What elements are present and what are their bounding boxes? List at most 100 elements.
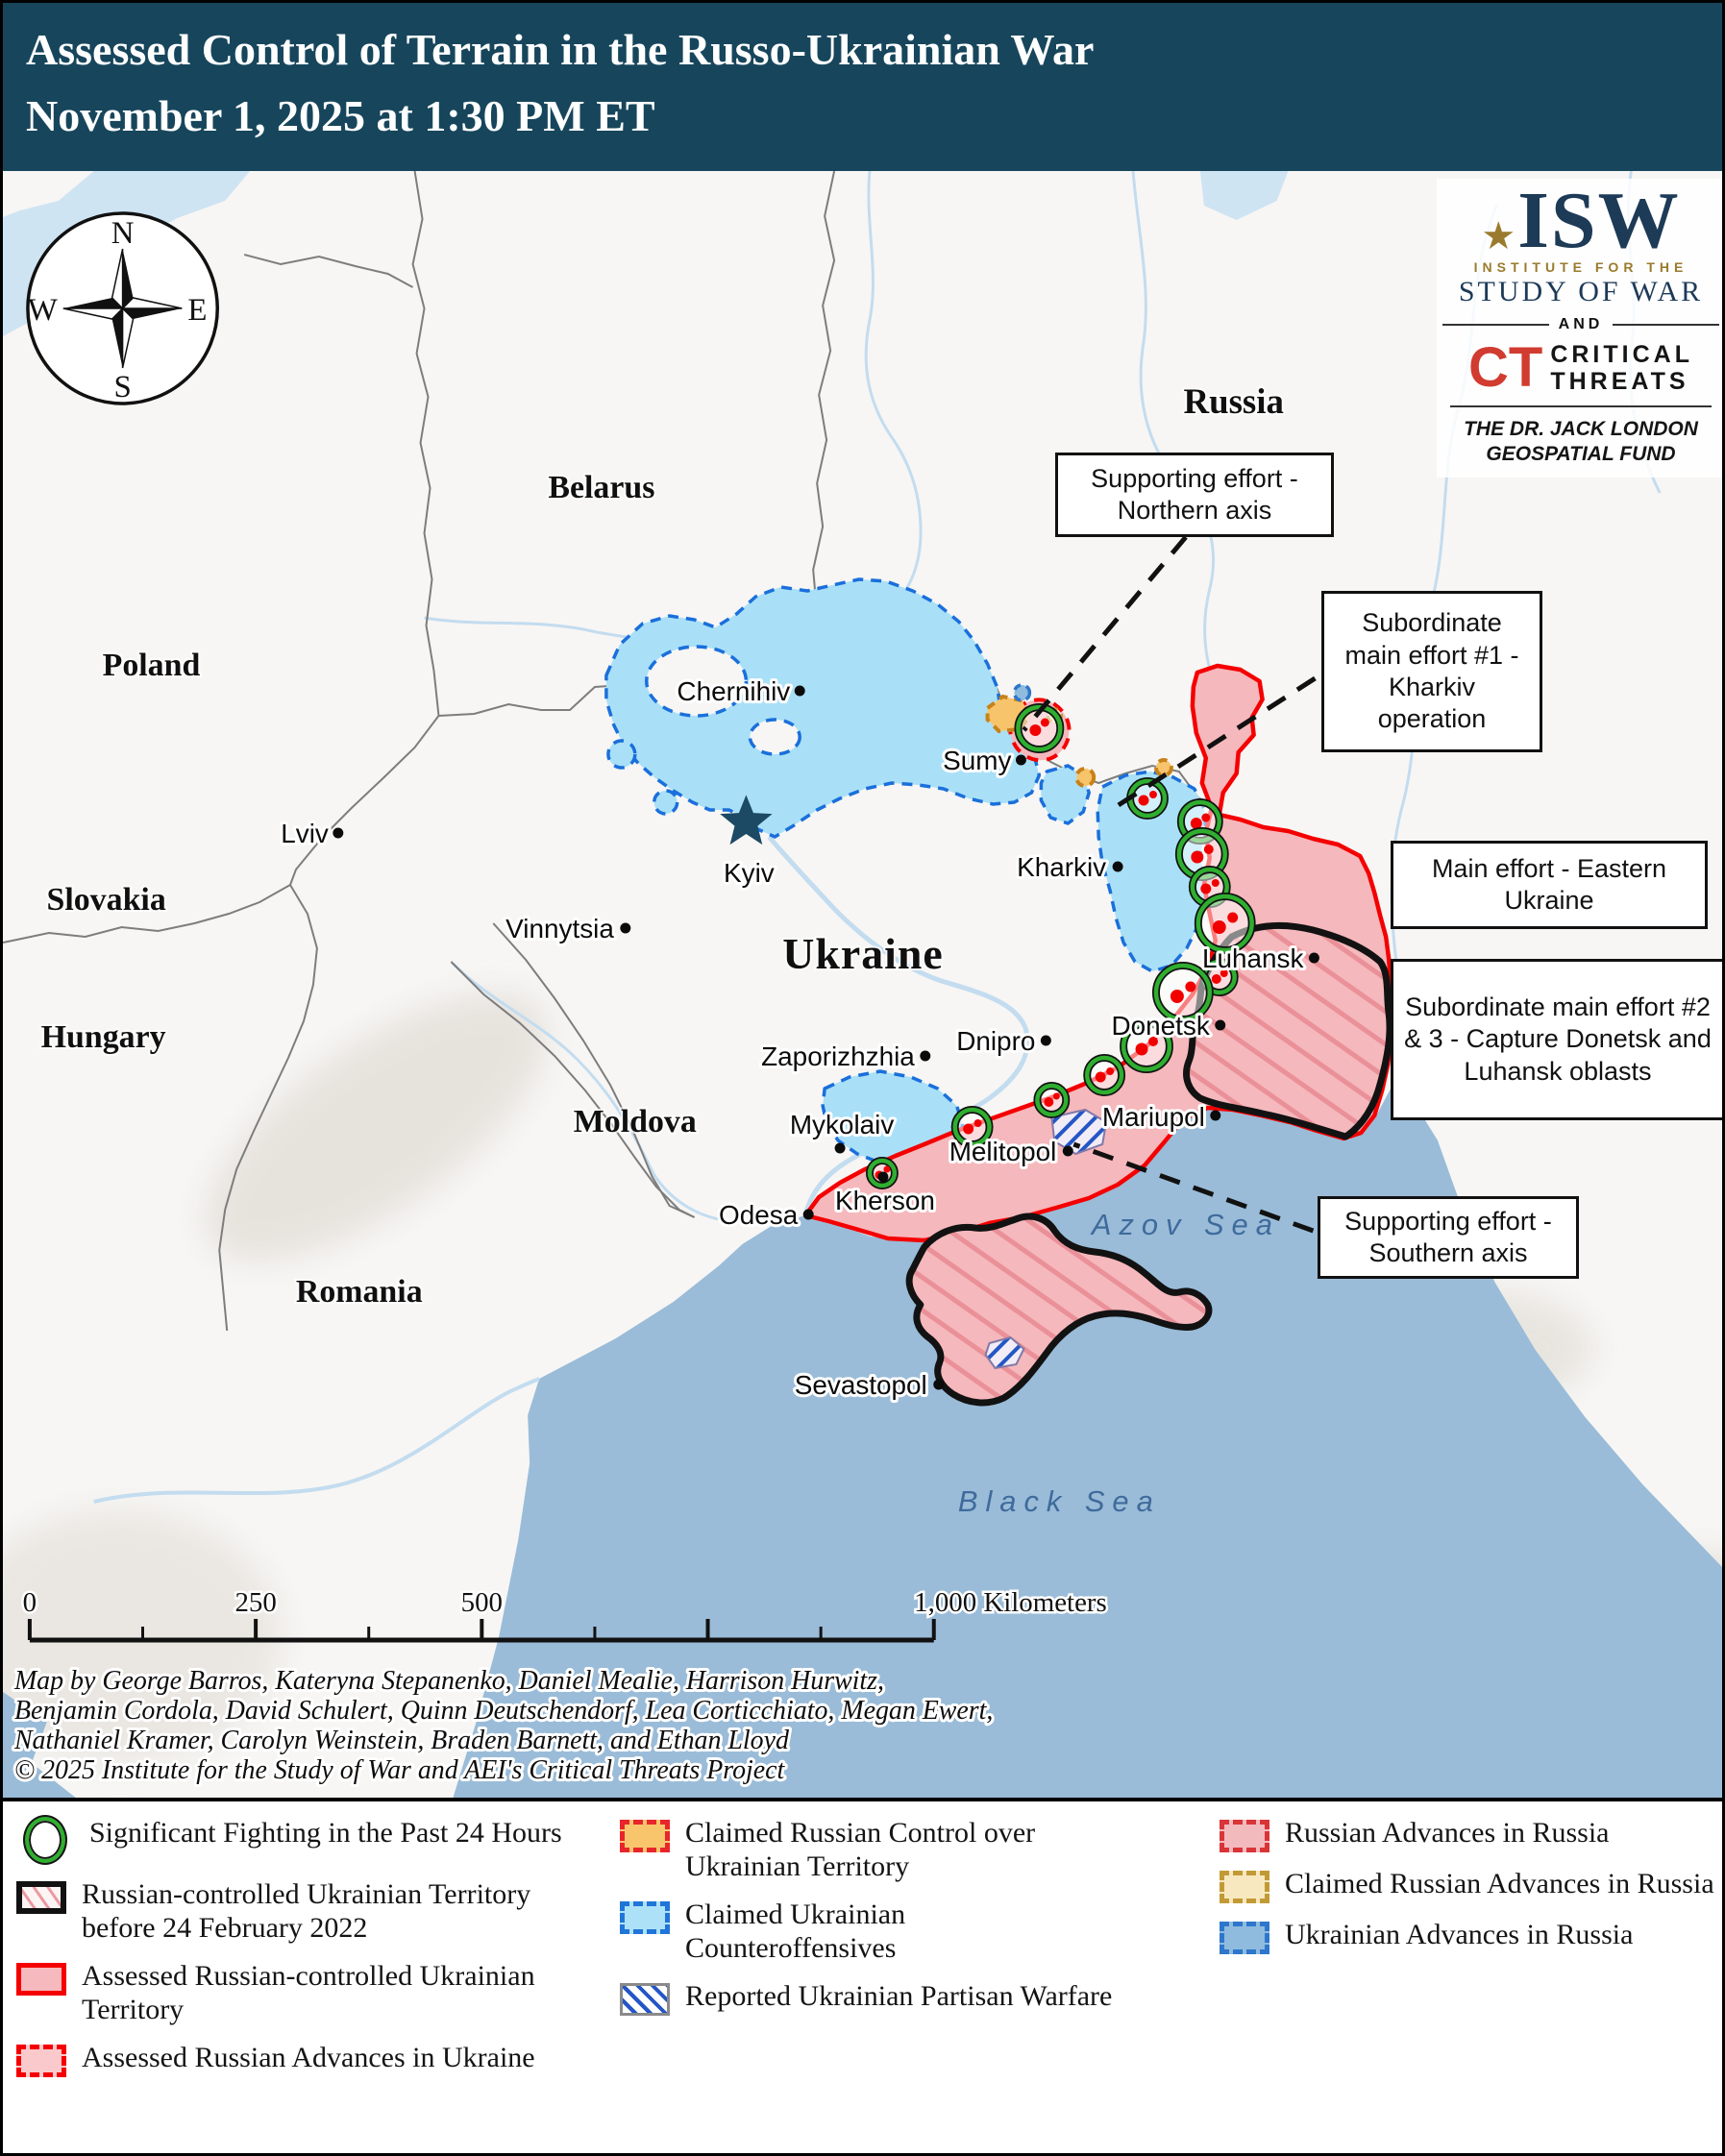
logo-and-text: AND <box>1558 315 1604 332</box>
legend-item-claimed-russian-control: Claimed Russian Control over Ukrainian T… <box>620 1817 1196 1883</box>
credit-line: Nathaniel Kramer, Carolyn Weinstein, Bra… <box>13 1726 790 1755</box>
legend-label: Claimed Ukrainian Counteroffensives <box>685 1899 906 1964</box>
compass-rose: N E S W <box>26 211 219 405</box>
claimed-russian-advances-in-russia-swatch <box>1220 1871 1269 1903</box>
map-canvas: Chernihiv Sumy Kyiv Lviv Kharkiv Vinnyts… <box>3 171 1722 1798</box>
legend-item-russian-advances-in-russia: Russian Advances in Russia <box>1220 1817 1719 1852</box>
credit-line: © 2025 Institute for the Study of War an… <box>14 1755 786 1785</box>
country-label: Romania <box>296 1274 423 1310</box>
city-label: Chernihiv <box>677 676 790 706</box>
country-label: Hungary <box>41 1019 166 1055</box>
city-label: Kyiv <box>724 858 775 888</box>
ct-monogram: CT <box>1468 336 1543 400</box>
critical-text: CRITICAL <box>1550 340 1693 368</box>
scale-500: 500 <box>461 1587 503 1618</box>
legend-column-3: Russian Advances in Russia Claimed Russi… <box>1220 1817 1719 1954</box>
scale-1000km: 1,000 Kilometers <box>914 1587 1107 1618</box>
compass-west-label: W <box>28 293 59 328</box>
country-labels: Russia Belarus Poland Slovakia Hungary M… <box>39 380 1286 1311</box>
legend-item-claimed-ukrainian-counteroffensives: Claimed Ukrainian Counteroffensives <box>620 1899 1196 1965</box>
legend-label: Russian Advances in Russia <box>1285 1817 1610 1849</box>
city-label: Donetsk <box>1111 1011 1210 1041</box>
city-label: Sumy <box>943 746 1011 775</box>
logo-and-divider: AND <box>1442 315 1720 333</box>
legend-item-assessed-russian-advances: Assessed Russian Advances in Ukraine <box>16 2042 593 2077</box>
city-label: Kherson <box>835 1186 935 1215</box>
legend-label: Ukrainian Advances in Russia <box>1285 1919 1634 1950</box>
pre-2022-swatch <box>16 1881 66 1914</box>
callout-leader-lines <box>1022 535 1317 1234</box>
city-label: Lviv <box>281 819 329 848</box>
claimed-ukrainian-counteroffensives-swatch <box>620 1901 670 1934</box>
scale-250: 250 <box>234 1587 276 1618</box>
city-label: Vinnytsia <box>505 914 614 943</box>
legend-column-1: Significant Fighting in the Past 24 Hour… <box>16 1817 593 2077</box>
ukrainian-advance-in-russia-area <box>1012 683 1032 702</box>
title-bar: Assessed Control of Terrain in the Russo… <box>3 3 1722 171</box>
partisan-warfare-areas <box>984 1108 1108 1370</box>
legend-item-partisan-warfare: Reported Ukrainian Partisan Warfare <box>620 1980 1196 2016</box>
isw-study-of-war-text: STUDY OF WAR <box>1458 275 1704 307</box>
isw-wordmark: ISW <box>1517 176 1681 265</box>
legend-label: Assessed Russian Advances in Ukraine <box>82 2042 535 2073</box>
sea-label: Azov Sea <box>1090 1208 1280 1241</box>
city-label: Mariupol <box>1102 1102 1205 1132</box>
logo-rule <box>1450 405 1712 408</box>
scale-bar: 0 250 500 1,000 Kilometers <box>20 1584 1109 1643</box>
city-label: Kharkiv <box>1017 852 1106 882</box>
claimed-russian-control-swatch <box>620 1820 670 1852</box>
callout-southern-axis: Supporting effort - Southern axis <box>1318 1196 1579 1279</box>
assessed-russian-control-swatch <box>16 1963 66 1996</box>
city-label: Sevastopol <box>795 1370 927 1400</box>
callout-subordinate-2-3: Subordinate main effort #2 & 3 - Capture… <box>1391 959 1722 1120</box>
city-label: Dnipro <box>956 1026 1035 1056</box>
russian-advances-in-russia-swatch <box>1220 1820 1269 1852</box>
legend-label: Russian-controlled Ukrainian Territory b… <box>82 1878 531 1944</box>
geospatial-fund-line2: GEOSPATIAL FUND <box>1486 443 1676 466</box>
country-label: Poland <box>103 648 201 683</box>
city-label: Zaporizhzhia <box>761 1041 915 1071</box>
threats-text: THREATS <box>1550 368 1689 396</box>
legend-item-claimed-russian-advances-in-russia: Claimed Russian Advances in Russia <box>1220 1868 1719 1903</box>
country-label: Russia <box>1183 381 1283 421</box>
country-label: Belarus <box>548 470 654 505</box>
country-label: Ukraine <box>782 929 943 978</box>
legend-label: Claimed Russian Advances in Russia <box>1285 1868 1714 1899</box>
ukrainian-advances-in-russia-swatch <box>1220 1922 1269 1954</box>
legend-item-assessed-russian-control: Assessed Russian-controlled Ukrainian Te… <box>16 1960 593 2026</box>
legend-column-2: Claimed Russian Control over Ukrainian T… <box>620 1817 1196 2016</box>
compass-north-label: N <box>111 216 135 251</box>
crimea-pre2022-shape <box>905 1213 1213 1407</box>
city-label: Mykolaiv <box>790 1110 895 1139</box>
sea-labels: Azov Sea Black Sea <box>958 1208 1280 1518</box>
map-svg: Chernihiv Sumy Kyiv Lviv Kharkiv Vinnyts… <box>3 171 1722 1798</box>
critical-threats-logo: CT CRITICAL THREATS <box>1437 336 1722 400</box>
callout-main-effort-eastern-ukraine: Main effort - Eastern Ukraine <box>1391 841 1708 929</box>
callout-kharkiv-operation: Subordinate main effort #1 - Kharkiv ope… <box>1321 591 1542 752</box>
fighting-circle-swatch <box>25 1817 65 1863</box>
compass-east-label: E <box>187 293 207 328</box>
map-legend: Significant Fighting in the Past 24 Hour… <box>3 1798 1722 2153</box>
legend-item-significant-fighting: Significant Fighting in the Past 24 Hour… <box>16 1817 593 1863</box>
kyiv-capital-star <box>720 795 773 845</box>
country-label: Moldova <box>574 1104 697 1139</box>
isw-star-icon: ★ <box>1481 213 1516 257</box>
legend-label: Reported Ukrainian Partisan Warfare <box>685 1980 1113 2012</box>
legend-label: Claimed Russian Control over Ukrainian T… <box>685 1817 1036 1882</box>
assessed-russian-advances-swatch <box>16 2045 66 2077</box>
isw-institute-text: INSTITUTE FOR THE <box>1473 258 1688 275</box>
map-credits: Map by George Barros, Kateryna Stepanenk… <box>11 1663 996 1788</box>
sea-label: Black Sea <box>958 1484 1161 1518</box>
compass-south-label: S <box>113 370 131 404</box>
callout-northern-axis: Supporting effort - Northern axis <box>1055 453 1334 537</box>
significant-fighting-markers <box>865 703 1256 1189</box>
legend-label: Assessed Russian-controlled Ukrainian Te… <box>82 1960 535 2025</box>
country-label: Slovakia <box>47 882 166 918</box>
city-label: Luhansk <box>1202 943 1304 973</box>
credit-line: Benjamin Cordola, David Schulert, Quinn … <box>14 1696 993 1726</box>
legend-item-ukrainian-advances-in-russia: Ukrainian Advances in Russia <box>1220 1919 1719 1954</box>
credit-line: Map by George Barros, Kateryna Stepanenk… <box>13 1666 884 1696</box>
isw-ct-logo: ★ ISW INSTITUTE FOR THE STUDY OF WAR AND… <box>1437 176 1722 478</box>
map-subtitle-date: November 1, 2025 at 1:30 PM ET <box>26 91 655 140</box>
